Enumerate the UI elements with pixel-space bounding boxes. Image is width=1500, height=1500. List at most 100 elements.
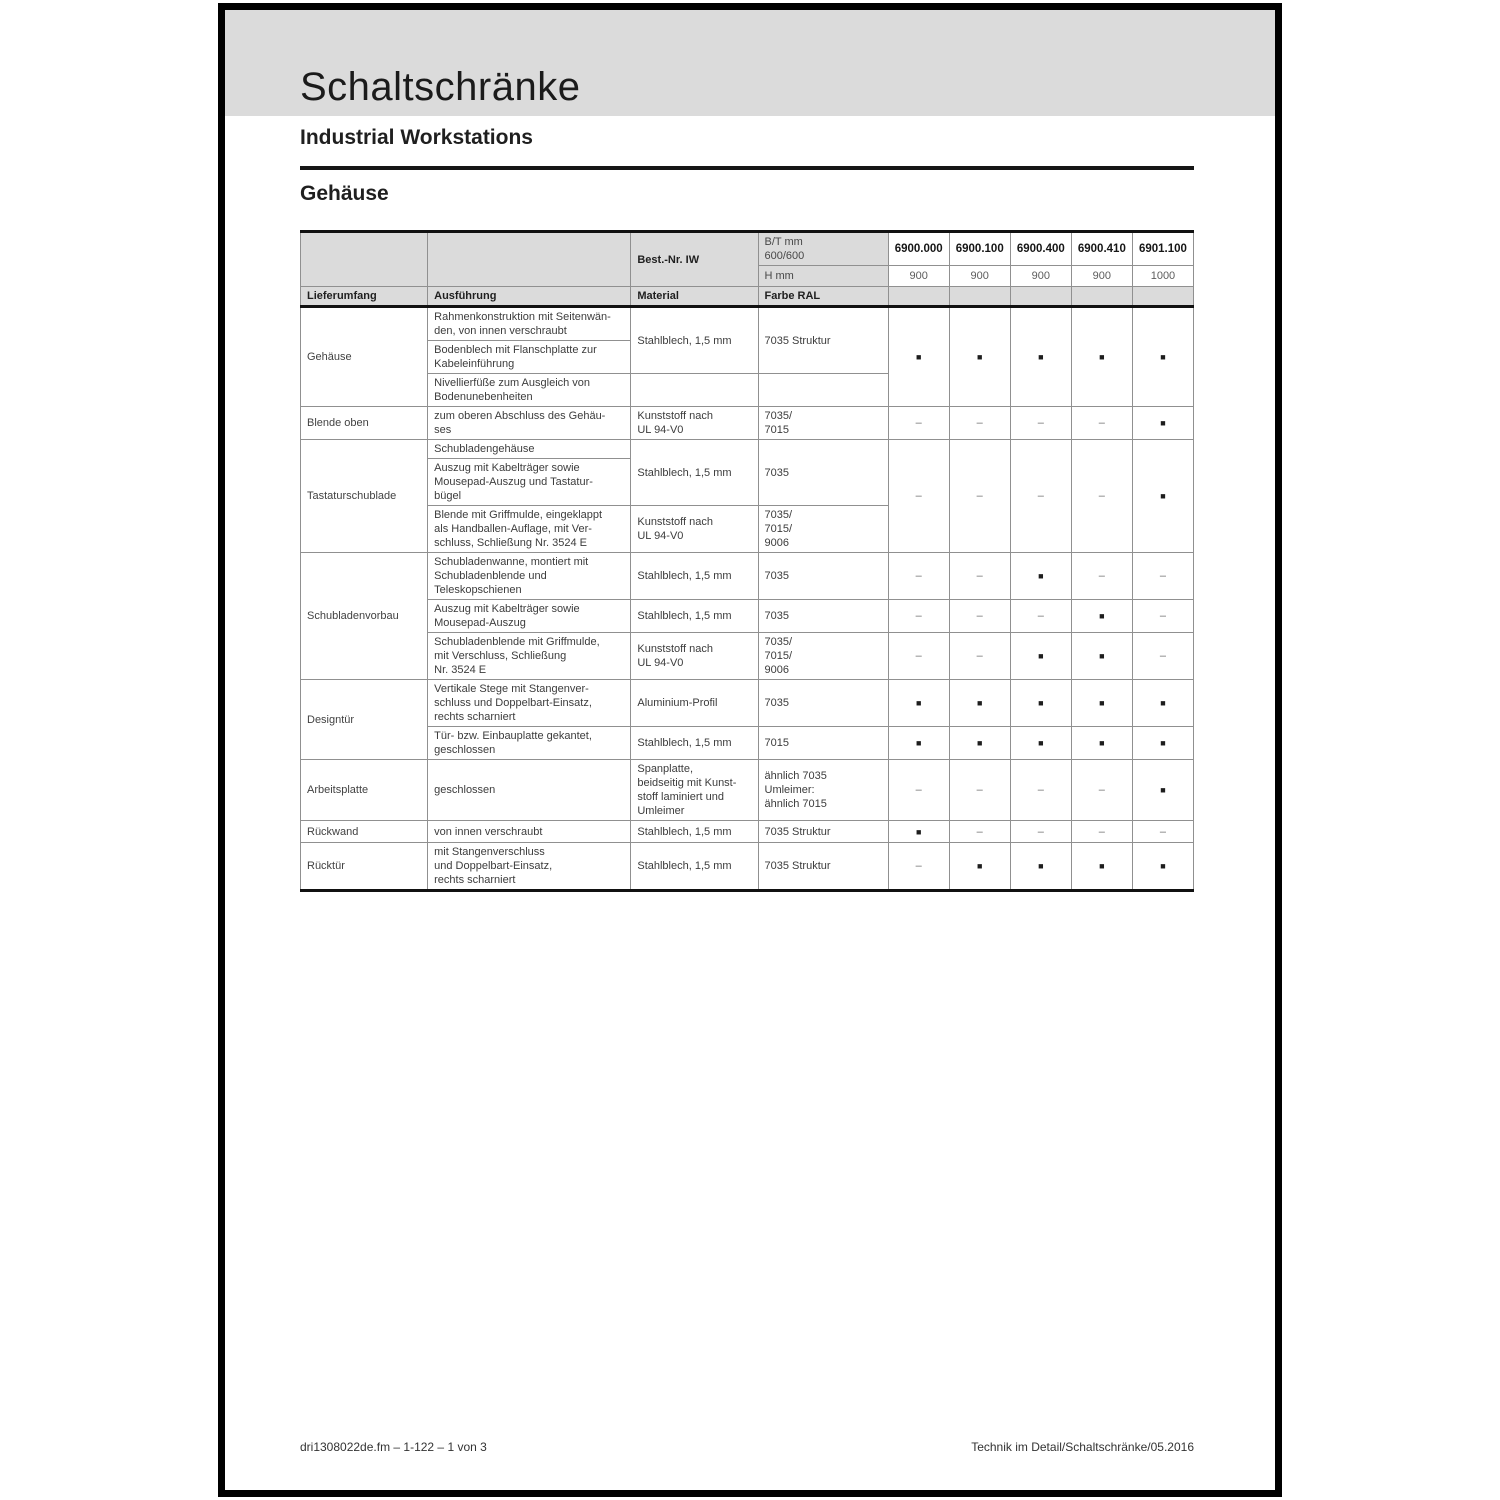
- material-cell: Kunststoff nach UL 94-V0: [630, 632, 759, 680]
- mark-cell: ■: [1009, 726, 1072, 760]
- mark-cell: ■: [948, 306, 1011, 407]
- height-value-cell: 900: [948, 265, 1011, 287]
- material-cell: [630, 373, 759, 407]
- farbe-cell: 7035: [757, 599, 889, 633]
- content-area: Industrial Workstations Gehäuse Best.-Nr…: [225, 127, 1275, 892]
- ausfuehrung-cell: Nivellierfüße zum Ausgleich von Bodenune…: [427, 373, 632, 407]
- header-empty-cell: [1131, 286, 1195, 308]
- height-value-cell: 900: [887, 265, 950, 287]
- mark-cell: –: [948, 820, 1011, 843]
- ausfuehrung-cell: Auszug mit Kabelträger sowie Mousepad-Au…: [427, 458, 632, 506]
- best-nr-header-cell: Best.-Nr. IW: [630, 231, 759, 287]
- header-empty-cell: [887, 286, 950, 308]
- ausfuehrung-cell: Schubladenblende mit Griffmulde, mit Ver…: [427, 632, 632, 680]
- mark-cell: ■: [1070, 726, 1133, 760]
- mark-cell: ■: [1131, 726, 1195, 760]
- farbe-cell: 7035: [757, 679, 889, 727]
- mark-cell: –: [1009, 759, 1072, 821]
- row-ruecktuer: Rücktür mit Stangenverschluss und Doppel…: [299, 842, 1195, 891]
- header-empty-cell: [948, 286, 1011, 308]
- footer-left: dri1308022de.fm – 1-122 – 1 von 3: [300, 1440, 487, 1454]
- lieferumfang-cell: Gehäuse: [299, 306, 429, 407]
- mark-cell: –: [1009, 406, 1072, 440]
- mark-cell: ■: [1070, 599, 1133, 633]
- lieferumfang-cell: Rücktür: [299, 842, 429, 891]
- mark-cell: ■: [1131, 439, 1195, 553]
- product-number-cell: 6900.410: [1070, 231, 1133, 266]
- material-cell: Stahlblech, 1,5 mm: [630, 842, 759, 891]
- mark-cell: –: [1070, 820, 1133, 843]
- material-cell: Stahlblech, 1,5 mm: [630, 599, 759, 633]
- farbe-cell: 7035/ 7015/ 9006: [757, 632, 889, 680]
- col-header-lieferumfang: Lieferumfang: [299, 286, 429, 308]
- mark-cell: –: [1131, 820, 1195, 843]
- title-band: Schaltschränke: [225, 10, 1275, 116]
- row-schubladenvorbau-3: Schubladenblende mit Griffmulde, mit Ver…: [301, 632, 1195, 680]
- material-cell: Kunststoff nach UL 94-V0: [630, 406, 759, 440]
- mark-cell: –: [1070, 406, 1133, 440]
- lieferumfang-cell: Designtür: [299, 679, 429, 760]
- farbe-cell: 7035/ 7015/ 9006: [757, 505, 889, 553]
- mark-cell: ■: [1131, 306, 1195, 407]
- height-value-cell: 900: [1070, 265, 1133, 287]
- mark-cell: ■: [1070, 679, 1133, 727]
- mark-cell: –: [948, 439, 1011, 553]
- mark-cell: –: [1070, 439, 1133, 553]
- row-blende-oben: Blende oben zum oberen Abschluss des Geh…: [299, 406, 1195, 440]
- product-number-cell: 6901.100: [1131, 231, 1195, 266]
- mark-cell: ■: [1009, 306, 1072, 407]
- header-row-products: Best.-Nr. IW B/T mm 600/600 6900.000 690…: [299, 231, 1195, 287]
- mark-cell: ■: [948, 726, 1011, 760]
- material-cell: Stahlblech, 1,5 mm: [630, 726, 759, 760]
- material-cell: Stahlblech, 1,5 mm: [630, 439, 759, 506]
- page-title: Schaltschränke: [300, 65, 581, 109]
- mark-cell: –: [887, 599, 950, 633]
- row-tastatur-3: Blende mit Griffmulde, eingeklappt als H…: [301, 505, 1194, 553]
- mark-cell: –: [1131, 552, 1195, 600]
- ausfuehrung-cell: Schubladengehäuse: [427, 439, 632, 459]
- ausfuehrung-cell: mit Stangenverschluss und Doppelbart-Ein…: [427, 842, 632, 891]
- material-cell: Aluminium-Profil: [630, 679, 759, 727]
- mark-cell: ■: [1009, 679, 1072, 727]
- height-value-cell: 1000: [1131, 265, 1195, 287]
- divider-rule: [300, 166, 1194, 170]
- mark-cell: –: [1009, 599, 1072, 633]
- mark-cell: –: [1009, 439, 1072, 553]
- header-row-heights: H mm 900 900 900 900 1000: [301, 265, 1195, 287]
- farbe-cell: 7035 Struktur: [757, 820, 889, 843]
- material-cell: Spanplatte, beidseitig mit Kunst- stoff …: [630, 759, 759, 821]
- farbe-cell: ähnlich 7035 Umleimer: ähnlich 7015: [757, 759, 889, 821]
- spec-table: Best.-Nr. IW B/T mm 600/600 6900.000 690…: [299, 230, 1195, 892]
- ausfuehrung-cell: zum oberen Abschluss des Gehäu- ses: [427, 406, 632, 440]
- row-arbeitsplatte: Arbeitsplatte geschlossen Spanplatte, be…: [299, 759, 1195, 821]
- farbe-cell: 7035: [757, 439, 889, 506]
- row-rueckwand: Rückwand von innen verschraubt Stahlblec…: [299, 820, 1195, 843]
- row-tastatur-1: Tastaturschublade Schubladengehäuse Stah…: [299, 439, 1195, 553]
- ausfuehrung-cell: Auszug mit Kabelträger sowie Mousepad-Au…: [427, 599, 632, 633]
- mark-cell: –: [948, 632, 1011, 680]
- mark-cell: ■: [1070, 306, 1133, 407]
- mark-cell: ■: [1131, 759, 1195, 821]
- lieferumfang-cell: Blende oben: [299, 406, 429, 440]
- mark-cell: ■: [1009, 842, 1072, 891]
- mark-cell: –: [887, 632, 950, 680]
- row-designtuer-2: Tür- bzw. Einbauplatte gekantet, geschlo…: [301, 726, 1195, 760]
- footer-right: Technik im Detail/Schaltschränke/05.2016: [971, 1440, 1194, 1454]
- mark-cell: ■: [1070, 842, 1133, 891]
- ausfuehrung-cell: von innen verschraubt: [427, 820, 632, 843]
- ausfuehrung-cell: Blende mit Griffmulde, eingeklappt als H…: [427, 505, 632, 553]
- mark-cell: –: [1131, 632, 1195, 680]
- lieferumfang-cell: Rückwand: [299, 820, 429, 843]
- material-cell: Kunststoff nach UL 94-V0: [630, 505, 759, 553]
- header-empty-cell: [1009, 286, 1072, 308]
- col-header-ausfuehrung: Ausführung: [427, 286, 632, 308]
- mark-cell: ■: [1131, 406, 1195, 440]
- farbe-cell: 7035 Struktur: [757, 842, 889, 891]
- mark-cell: ■: [887, 820, 950, 843]
- material-cell: Stahlblech, 1,5 mm: [630, 552, 759, 600]
- mark-cell: ■: [948, 842, 1011, 891]
- h-mm-header-cell: H mm: [757, 265, 889, 287]
- row-schubladenvorbau-1: Schubladenvorbau Schubladenwanne, montie…: [299, 552, 1195, 680]
- mark-cell: –: [1070, 552, 1133, 600]
